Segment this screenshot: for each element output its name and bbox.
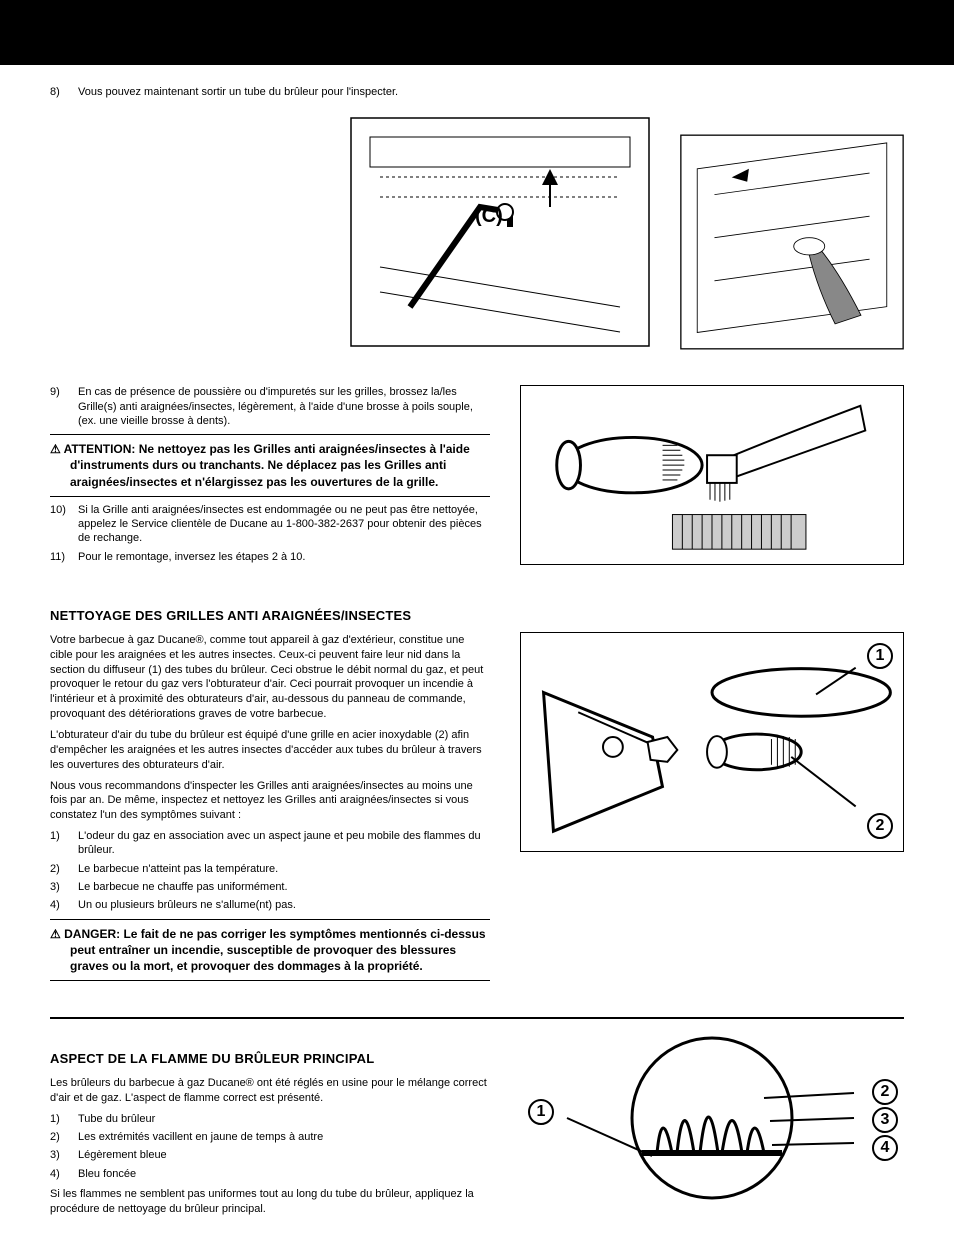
symptom-4: 4) Un ou plusieurs brûleurs ne s'allume(… [50, 898, 490, 912]
step-9-num: 9) [50, 385, 78, 428]
cleaning-para1: Votre barbecue à gaz Ducane®, comme tout… [50, 633, 490, 722]
flame-item-1-text: Tube du brûleur [78, 1112, 490, 1126]
figure-flame-pattern: 1 2 3 4 [520, 1033, 904, 1203]
flame-callout-2: 2 [872, 1079, 898, 1105]
figure-brush-cleaning [520, 385, 904, 565]
figure-brush-svg [521, 386, 903, 564]
flame-heading: ASPECT DE LA FLAMME DU BRÛLEUR PRINCIPAL [50, 1051, 490, 1066]
step-10-text: Si la Grille anti araignées/insectes est… [78, 503, 490, 546]
symptom-2-text: Le barbecue n'atteint pas la température… [78, 862, 490, 876]
symptom-4-text: Un ou plusieurs brûleurs ne s'allume(nt)… [78, 898, 490, 912]
flame-item-1-num: 1) [50, 1112, 78, 1126]
flame-item-4-text: Bleu foncée [78, 1167, 490, 1181]
flame-callout-1: 1 [528, 1099, 554, 1125]
symptom-2-num: 2) [50, 862, 78, 876]
step-10: 10) Si la Grille anti araignées/insectes… [50, 503, 490, 546]
symptom-3-text: Le barbecue ne chauffe pas uniformément. [78, 880, 490, 894]
callout-1: 1 [867, 643, 893, 669]
flame-item-3: 3) Légèrement bleue [50, 1148, 490, 1162]
cleaning-para2: L'obturateur d'air du tube du brûleur es… [50, 728, 490, 773]
attention-prefix: ATTENTION: [64, 442, 139, 456]
symptom-1: 1) L'odeur du gaz en association avec un… [50, 829, 490, 858]
warning-icon: ⚠ [50, 442, 61, 456]
danger-prefix: DANGER: [64, 927, 123, 941]
figure-air-shutter: 1 2 [520, 632, 904, 852]
callout-2: 2 [867, 813, 893, 839]
symptom-3-num: 3) [50, 880, 78, 894]
symptom-1-num: 1) [50, 829, 78, 858]
cleaning-heading: NETTOYAGE DES GRILLES ANTI ARAIGNÉES/INS… [50, 608, 490, 623]
step-8: 8) Vous pouvez maintenant sortir un tube… [50, 85, 904, 99]
flame-outro: Si les flammes ne semblent pas uniformes… [50, 1187, 490, 1217]
step-9: 9) En cas de présence de poussière ou d'… [50, 385, 490, 428]
flame-item-2: 2) Les extrémités vacillent en jaune de … [50, 1130, 490, 1144]
step-9-text: En cas de présence de poussière ou d'imp… [78, 385, 490, 428]
step-11-num: 11) [50, 550, 78, 564]
figure-hand-svg [680, 117, 904, 367]
figure-air-shutter-svg [521, 633, 903, 851]
flame-item-4: 4) Bleu foncée [50, 1167, 490, 1181]
step-8-num: 8) [50, 85, 78, 99]
symptom-4-num: 4) [50, 898, 78, 912]
section-divider [50, 1017, 904, 1019]
flame-intro: Les brûleurs du barbecue à gaz Ducane® o… [50, 1076, 490, 1106]
danger-icon: ⚠ [50, 927, 61, 941]
attention-box: ⚠ ATTENTION: Ne nettoyez pas les Grilles… [50, 434, 490, 497]
flame-item-3-text: Légèrement bleue [78, 1148, 490, 1162]
figure-flame-svg [520, 1033, 904, 1203]
page-content: 8) Vous pouvez maintenant sortir un tube… [0, 65, 954, 1253]
attention-text: ⚠ ATTENTION: Ne nettoyez pas les Grilles… [50, 441, 490, 490]
step-11-text: Pour le remontage, inversez les étapes 2… [78, 550, 490, 564]
flame-item-4-num: 4) [50, 1167, 78, 1181]
cleaning-para3: Nous vous recommandons d'inspecter les G… [50, 779, 490, 824]
step-10-num: 10) [50, 503, 78, 546]
flame-callout-4: 4 [872, 1135, 898, 1161]
symptom-2: 2) Le barbecue n'atteint pas la températ… [50, 862, 490, 876]
flame-item-2-num: 2) [50, 1130, 78, 1144]
flame-item-2-text: Les extrémités vacillent en jaune de tem… [78, 1130, 490, 1144]
figure-c-label: (C) [475, 205, 503, 227]
danger-box: ⚠ DANGER: Le fait de ne pas corriger les… [50, 919, 490, 982]
figure-c: (C) [350, 117, 650, 347]
figure-c-svg: (C) [350, 117, 650, 347]
flame-callout-3: 3 [872, 1107, 898, 1133]
symptom-1-text: L'odeur du gaz en association avec un as… [78, 829, 490, 858]
symptom-3: 3) Le barbecue ne chauffe pas uniforméme… [50, 880, 490, 894]
flame-item-1: 1) Tube du brûleur [50, 1112, 490, 1126]
step-11: 11) Pour le remontage, inversez les étap… [50, 550, 490, 564]
flame-item-3-num: 3) [50, 1148, 78, 1162]
step-8-text: Vous pouvez maintenant sortir un tube du… [78, 85, 904, 99]
figure-hand-removal [680, 117, 904, 367]
danger-text: ⚠ DANGER: Le fait de ne pas corriger les… [50, 926, 490, 975]
danger-body: Le fait de ne pas corriger les symptômes… [70, 927, 486, 973]
header-black-bar [0, 0, 954, 65]
